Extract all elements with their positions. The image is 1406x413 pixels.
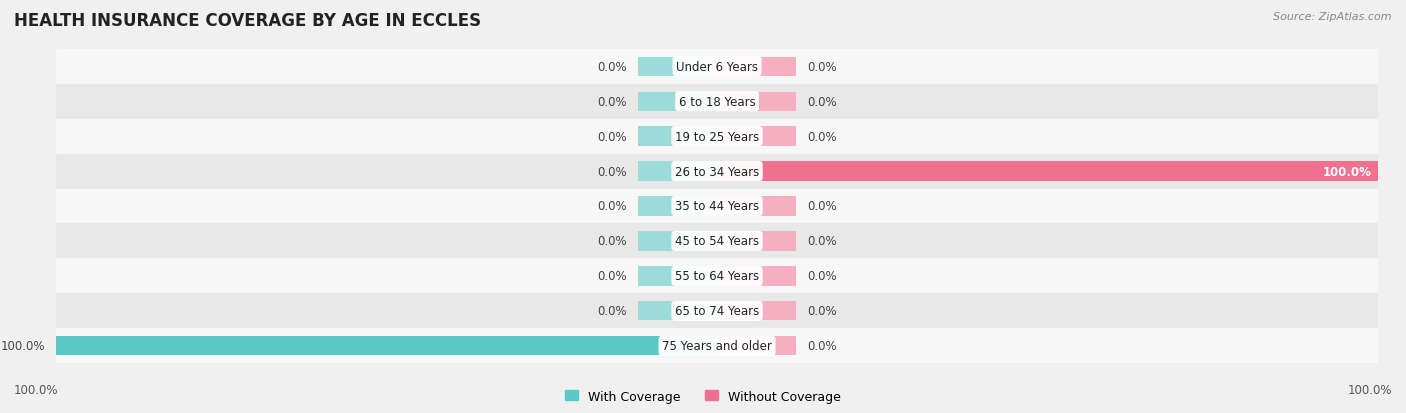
Bar	[56, 294, 1378, 329]
Bar	[638, 301, 717, 321]
Text: 0.0%: 0.0%	[807, 61, 837, 74]
Bar	[717, 337, 796, 356]
Legend: With Coverage, Without Coverage: With Coverage, Without Coverage	[565, 390, 841, 403]
Bar	[717, 162, 1378, 181]
Text: 0.0%: 0.0%	[598, 95, 627, 108]
Text: 100.0%: 100.0%	[1, 339, 45, 352]
Text: 0.0%: 0.0%	[807, 95, 837, 108]
Text: 0.0%: 0.0%	[807, 305, 837, 318]
Text: 100.0%: 100.0%	[1347, 384, 1392, 396]
Bar	[638, 57, 717, 76]
Bar	[638, 197, 717, 216]
Bar	[56, 224, 1378, 259]
Text: 0.0%: 0.0%	[598, 165, 627, 178]
Text: 65 to 74 Years: 65 to 74 Years	[675, 305, 759, 318]
Bar	[638, 162, 717, 181]
Bar	[56, 154, 1378, 189]
Bar	[56, 337, 717, 356]
Text: 0.0%: 0.0%	[598, 305, 627, 318]
Text: 0.0%: 0.0%	[807, 235, 837, 248]
Text: 55 to 64 Years: 55 to 64 Years	[675, 270, 759, 283]
Text: Under 6 Years: Under 6 Years	[676, 61, 758, 74]
Text: 75 Years and older: 75 Years and older	[662, 339, 772, 352]
Text: 0.0%: 0.0%	[598, 270, 627, 283]
Text: 100.0%: 100.0%	[14, 384, 59, 396]
Text: 26 to 34 Years: 26 to 34 Years	[675, 165, 759, 178]
Bar	[717, 301, 796, 321]
Bar	[56, 119, 1378, 154]
Text: 45 to 54 Years: 45 to 54 Years	[675, 235, 759, 248]
Bar	[638, 267, 717, 286]
Bar	[638, 127, 717, 146]
Text: 6 to 18 Years: 6 to 18 Years	[679, 95, 755, 108]
Text: 35 to 44 Years: 35 to 44 Years	[675, 200, 759, 213]
Bar	[717, 92, 796, 112]
Text: 0.0%: 0.0%	[598, 130, 627, 143]
Text: 19 to 25 Years: 19 to 25 Years	[675, 130, 759, 143]
Text: 0.0%: 0.0%	[598, 61, 627, 74]
Bar	[638, 92, 717, 112]
Bar	[717, 267, 796, 286]
Text: 0.0%: 0.0%	[807, 270, 837, 283]
Bar	[56, 50, 1378, 84]
Text: 0.0%: 0.0%	[598, 200, 627, 213]
Text: HEALTH INSURANCE COVERAGE BY AGE IN ECCLES: HEALTH INSURANCE COVERAGE BY AGE IN ECCL…	[14, 12, 481, 30]
Bar	[56, 259, 1378, 294]
Text: 0.0%: 0.0%	[807, 200, 837, 213]
Text: 0.0%: 0.0%	[598, 235, 627, 248]
Bar	[717, 127, 796, 146]
Bar	[56, 329, 1378, 363]
Bar	[638, 232, 717, 251]
Text: 100.0%: 100.0%	[1323, 165, 1371, 178]
Bar	[56, 189, 1378, 224]
Bar	[717, 232, 796, 251]
Text: 0.0%: 0.0%	[807, 130, 837, 143]
Text: 0.0%: 0.0%	[807, 339, 837, 352]
Text: Source: ZipAtlas.com: Source: ZipAtlas.com	[1274, 12, 1392, 22]
Bar	[717, 57, 796, 76]
Bar	[56, 84, 1378, 119]
Bar	[717, 197, 796, 216]
